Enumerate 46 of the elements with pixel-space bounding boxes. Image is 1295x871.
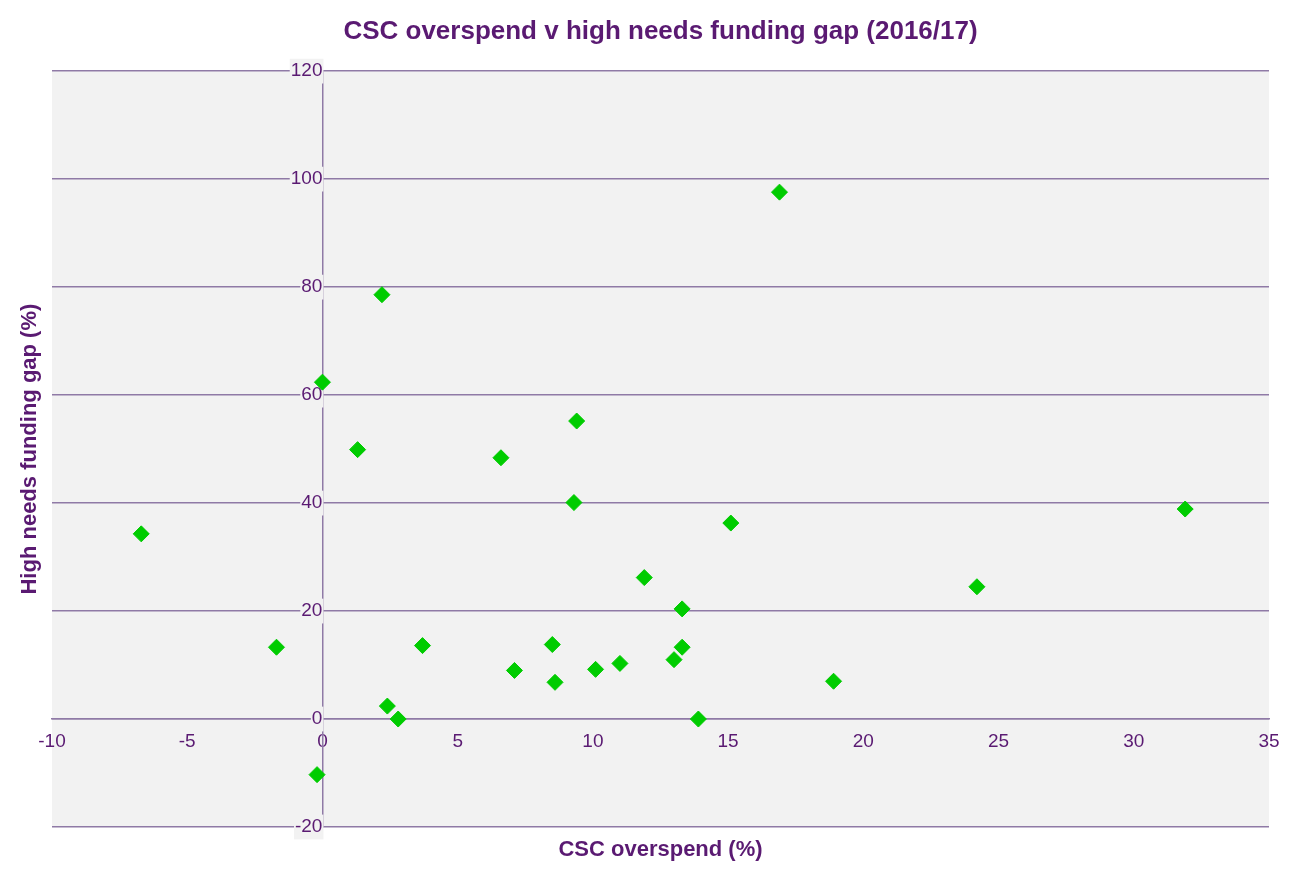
x-tick-label: 10: [582, 729, 604, 751]
point: [689, 710, 707, 728]
point: [968, 578, 986, 596]
point: [132, 525, 150, 543]
y-tick-label: 120: [290, 59, 323, 81]
x-tick-label: 25: [987, 729, 1010, 751]
point: [635, 569, 653, 587]
point: [349, 441, 367, 459]
point: [722, 514, 740, 532]
point: [505, 661, 523, 679]
y-tick-label: 60: [301, 383, 323, 405]
x-tick-label: 15: [717, 729, 739, 751]
chart-title: CSC overspend v high needs funding gap (2016/17): [343, 14, 978, 45]
y-tick-label: 0: [311, 707, 323, 729]
y-axis-title: High needs funding gap (%): [16, 303, 42, 595]
x-axis-title: CSC overspend (%): [558, 836, 763, 862]
point: [825, 672, 843, 690]
point: [673, 638, 691, 656]
point: [587, 660, 605, 678]
point: [308, 766, 326, 784]
y-tick-label: 40: [301, 491, 323, 513]
point: [673, 600, 691, 618]
x-tick-label: 5: [452, 729, 463, 751]
x-tick-label: 30: [1123, 729, 1145, 751]
point: [492, 449, 510, 467]
x-tick-label: 35: [1258, 729, 1280, 751]
x-tick-label: 20: [852, 729, 874, 751]
x-tick-label: -10: [38, 729, 66, 751]
point: [565, 494, 583, 512]
point: [378, 697, 396, 715]
y-tick-label: 80: [301, 275, 323, 297]
point: [1176, 500, 1194, 518]
point: [611, 654, 629, 672]
point: [373, 286, 391, 304]
point: [771, 183, 788, 201]
point: [543, 636, 561, 654]
point: [665, 651, 683, 669]
point: [414, 637, 432, 655]
point: [389, 710, 407, 728]
y-tick-label: 20: [301, 599, 323, 621]
x-tick-label: -5: [178, 729, 196, 751]
y-tick-label: -20: [294, 815, 323, 837]
point: [568, 412, 586, 430]
y-tick-label: 100: [290, 167, 323, 189]
point: [546, 673, 564, 691]
point: [267, 638, 285, 656]
